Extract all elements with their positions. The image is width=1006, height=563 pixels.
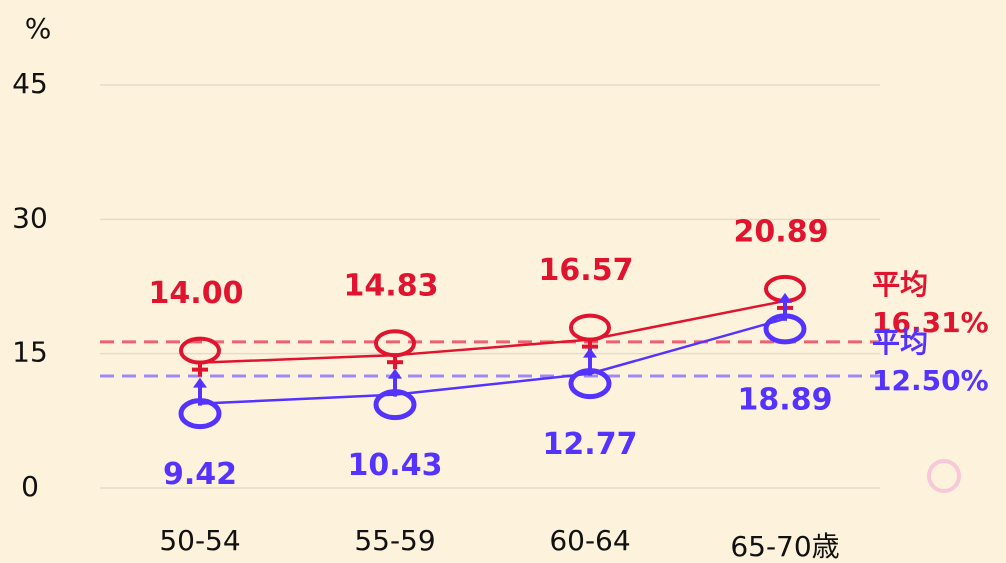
marker-ring (568, 368, 612, 400)
marker-ring (374, 329, 416, 358)
data-label: 14.83 (344, 269, 439, 304)
point-marker (374, 329, 416, 370)
x-tick-label: 55-59 (354, 524, 435, 557)
marker-ring (763, 313, 807, 345)
point-marker (373, 368, 417, 421)
marker-arrow (778, 292, 792, 303)
data-label: 12.77 (543, 427, 638, 462)
point-marker (179, 336, 221, 377)
x-tick-label: 50-54 (159, 524, 240, 557)
y-unit: % (25, 12, 52, 45)
marker-ring (569, 313, 611, 342)
point-marker (763, 292, 807, 345)
decoration (927, 459, 961, 493)
marker-ring (179, 336, 221, 365)
y-tick-label: 30 (12, 201, 48, 234)
average-label: 12.50% (872, 364, 989, 397)
marker-arrow (583, 347, 597, 358)
point-marker (568, 347, 612, 400)
data-label: 16.57 (539, 253, 634, 288)
y-tick-label: 45 (12, 67, 48, 100)
data-label: 20.89 (734, 214, 829, 249)
data-label: 14.00 (149, 276, 244, 311)
average-name: 平均 (872, 268, 928, 301)
marker-ring (178, 398, 222, 430)
marker-arrow (388, 368, 402, 379)
point-marker (178, 377, 222, 430)
data-label: 10.43 (348, 448, 443, 483)
x-tick-label: 65-70歳 (730, 530, 839, 563)
data-label: 18.89 (738, 382, 833, 417)
marker-ring (373, 389, 417, 421)
marker-arrow (193, 377, 207, 388)
data-label: 9.42 (163, 457, 237, 492)
series-line (199, 317, 786, 405)
series-line (199, 299, 786, 364)
y-tick-label: 15 (12, 336, 48, 369)
x-tick-label: 60-64 (549, 524, 630, 557)
y-tick-label: 0 (21, 470, 39, 503)
average-label: 16.31% (872, 306, 989, 339)
average-name: 平均 (872, 326, 928, 359)
